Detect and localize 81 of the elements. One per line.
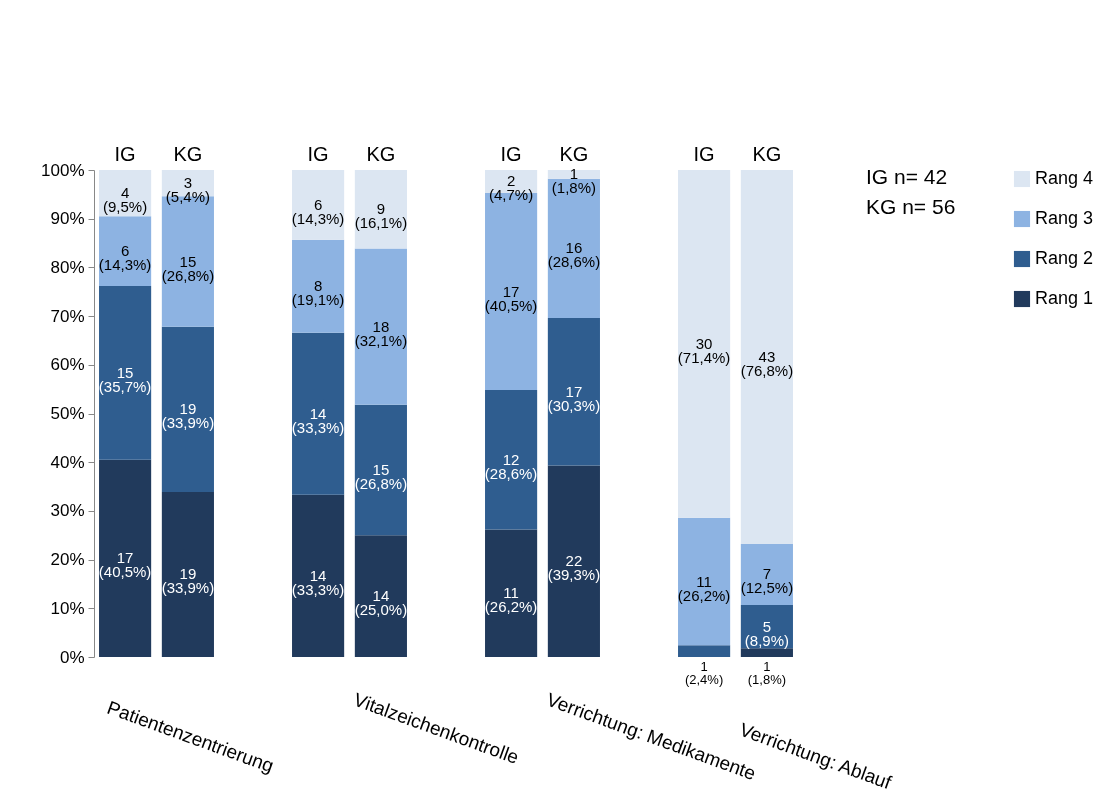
- bar: [547, 465, 600, 657]
- data-label: 19 (33,9%): [161, 565, 215, 597]
- data-label: 7 (12,5%): [740, 565, 794, 597]
- y-tick-label: 10%: [50, 598, 85, 618]
- text: KG n= 56: [866, 195, 956, 219]
- bar: [547, 170, 600, 179]
- data-label: 14 (33,3%): [291, 404, 345, 436]
- y-tick-label: 50%: [50, 404, 85, 423]
- data-label: 2 (4,7%): [489, 172, 534, 204]
- x-tick-label: KG: [559, 142, 589, 165]
- legend-label: Rang 3: [1035, 208, 1094, 228]
- data-label: 12 (28,6%): [484, 450, 538, 482]
- data-label: 15 (35,7%): [98, 363, 152, 395]
- bar: [161, 491, 214, 657]
- legend-label: Rang 1: [1035, 288, 1094, 308]
- bar: [740, 648, 793, 657]
- data-label: 1 (1,8%): [551, 165, 596, 197]
- x-tick-label: IG: [693, 142, 715, 165]
- bar: [678, 517, 731, 646]
- data-label: 9 (16,1%): [354, 200, 408, 232]
- bar: [485, 390, 538, 530]
- x-tick-label: IG: [114, 142, 136, 165]
- bar: [678, 645, 731, 657]
- x-tick-label: IG: [307, 142, 329, 165]
- data-label: 14 (33,3%): [291, 566, 345, 598]
- data-label: 14 (25,0%): [354, 587, 408, 619]
- bar: [354, 404, 407, 536]
- data-label: 11 (26,2%): [677, 572, 731, 604]
- bar: [547, 318, 600, 466]
- y-tick-label: 60%: [50, 355, 85, 375]
- data-label: 17 (30,3%): [547, 382, 601, 414]
- bar: [547, 178, 600, 319]
- bar: [354, 535, 407, 657]
- data-label: 4 (9,5%): [103, 184, 148, 216]
- x-tick-label: KG: [366, 142, 396, 165]
- data-label: 43 (76,8%): [740, 348, 794, 380]
- x-tick-label: IG: [500, 142, 522, 165]
- legend-label: Rang 4: [1035, 168, 1094, 188]
- data-label: 19 (33,9%): [161, 400, 215, 432]
- data-label: 16 (28,6%): [547, 239, 601, 271]
- bar: [292, 239, 345, 333]
- bar: [485, 529, 538, 657]
- bar: [292, 494, 345, 657]
- y-tick-label: 90%: [50, 209, 85, 229]
- y-tick-label: 70%: [50, 306, 85, 326]
- bar: [292, 170, 345, 240]
- y-tick-label: 30%: [50, 501, 85, 521]
- data-label: 3 (5,4%): [165, 174, 210, 206]
- x-tick-label: KG: [173, 142, 203, 165]
- data-label: 1 (2,4%): [684, 659, 724, 687]
- y-tick-label: 40%: [50, 452, 85, 472]
- x-tick-label: KG: [752, 142, 782, 165]
- data-label: 17 (40,5%): [484, 282, 538, 314]
- data-label: 6 (14,3%): [98, 242, 152, 274]
- data-label: 5 (8,9%): [744, 617, 789, 649]
- bar: [740, 544, 793, 605]
- y-tick-label: 20%: [50, 550, 85, 570]
- legend-label: Rang 2: [1035, 248, 1094, 268]
- y-tick-label: 0%: [59, 647, 85, 667]
- data-label: 8 (19,1%): [291, 277, 345, 309]
- data-label: 15 (26,8%): [354, 460, 408, 492]
- data-label: 1 (1,8%): [747, 659, 787, 687]
- bar: [99, 285, 152, 460]
- data-label: 30 (71,4%): [677, 334, 731, 366]
- data-label: 17 (40,5%): [98, 549, 152, 581]
- bar: [161, 326, 214, 492]
- y-tick-label: 100%: [41, 160, 85, 180]
- bar: [292, 332, 345, 495]
- bar: [740, 170, 793, 545]
- data-label: 18 (32,1%): [354, 317, 408, 349]
- bar: [354, 170, 407, 249]
- data-label: 15 (26,8%): [161, 252, 215, 284]
- data-label: 11 (26,2%): [484, 584, 538, 616]
- bar: [354, 248, 407, 405]
- bar: [99, 459, 152, 657]
- text: IG n= 42: [866, 165, 948, 189]
- data-label: 6 (14,3%): [291, 195, 345, 227]
- y-tick-label: 80%: [50, 257, 85, 277]
- bar: [678, 170, 731, 518]
- data-label: 22 (39,3%): [547, 552, 601, 584]
- bar: [99, 216, 152, 286]
